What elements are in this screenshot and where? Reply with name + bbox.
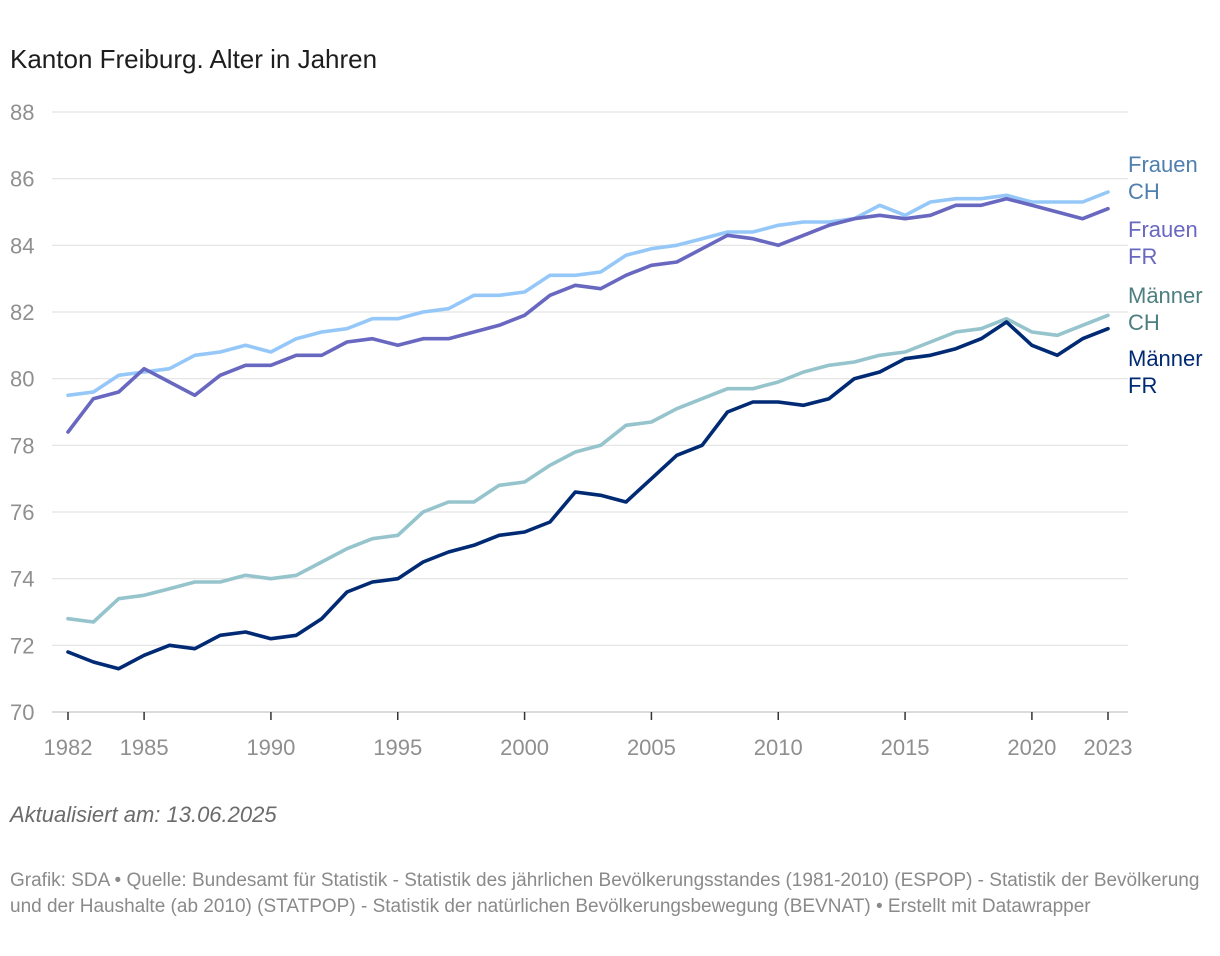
series-lines bbox=[66, 190, 1110, 671]
grid-lines bbox=[52, 111, 1128, 713]
x-tick-label-2020: 2020 bbox=[1007, 735, 1056, 760]
y-tick-label-86: 86 bbox=[10, 167, 34, 192]
updated-date: Aktualisiert am: 13.06.2025 bbox=[10, 802, 277, 827]
series-label-maenner-ch-line-2: CH bbox=[1128, 310, 1160, 335]
x-tick-label-2005: 2005 bbox=[627, 735, 676, 760]
series-line-maenner-fr bbox=[66, 320, 1110, 671]
series-label-frauen-fr-line-2: FR bbox=[1128, 244, 1157, 269]
y-tick-label-74: 74 bbox=[10, 567, 34, 592]
series-label-maenner-ch-line-1: Männer bbox=[1128, 283, 1203, 308]
x-tick-label-1982: 1982 bbox=[44, 735, 93, 760]
footer-separator-2: • bbox=[875, 896, 883, 917]
y-tick-label-82: 82 bbox=[10, 300, 34, 325]
x-tick-label-2023: 2023 bbox=[1084, 735, 1133, 760]
y-tick-label-76: 76 bbox=[10, 500, 34, 525]
series-line-frauen-ch bbox=[66, 190, 1110, 398]
footer-grafik-label: Grafik: bbox=[10, 870, 66, 891]
series-line-maenner-ch bbox=[66, 313, 1110, 624]
x-tick-label-2000: 2000 bbox=[500, 735, 549, 760]
y-tick-label-70: 70 bbox=[10, 700, 34, 725]
series-label-maenner-fr-line-1: Männer bbox=[1128, 346, 1203, 371]
series-label-maenner-fr-line-2: FR bbox=[1128, 373, 1157, 398]
x-tick-label-2015: 2015 bbox=[881, 735, 930, 760]
series-label-frauen-fr-line-1: Frauen bbox=[1128, 217, 1198, 242]
footer-quelle-label: Quelle: bbox=[126, 870, 187, 891]
y-tick-label-78: 78 bbox=[10, 433, 34, 458]
y-axis: 70 72 74 76 78 80 82 84 86 88 bbox=[10, 100, 34, 725]
footer-grafik: SDA bbox=[71, 870, 110, 891]
y-tick-label-80: 80 bbox=[10, 367, 34, 392]
x-tick-label-1990: 1990 bbox=[246, 735, 295, 760]
footer-quelle: Bundesamt für Statistik - Statistik des … bbox=[10, 870, 1200, 917]
line-chart: 70 72 74 76 78 80 82 84 86 88 1982 1985 1990 1995 200… bbox=[10, 100, 1203, 760]
x-axis: 1982 1985 1990 1995 2000 2005 2010 2015 2020 2023 bbox=[44, 712, 1133, 760]
y-tick-label-72: 72 bbox=[10, 633, 34, 658]
y-tick-label-84: 84 bbox=[10, 233, 34, 258]
series-label-frauen-ch-line-1: Frauen bbox=[1128, 152, 1198, 177]
footer-separator: • bbox=[114, 870, 122, 891]
x-tick-label-1985: 1985 bbox=[120, 735, 169, 760]
footer-credits: Grafik: SDA • Quelle: Bundesamt für Stat… bbox=[10, 868, 1210, 920]
series-line-frauen-fr bbox=[66, 196, 1110, 434]
x-tick-label-1995: 1995 bbox=[373, 735, 422, 760]
chart-title: Kanton Freiburg. Alter in Jahren bbox=[10, 44, 378, 74]
footer-created: Erstellt mit Datawrapper bbox=[887, 896, 1091, 917]
x-tick-label-2010: 2010 bbox=[754, 735, 803, 760]
series-label-frauen-ch-line-2: CH bbox=[1128, 179, 1160, 204]
y-tick-label-88: 88 bbox=[10, 100, 34, 125]
